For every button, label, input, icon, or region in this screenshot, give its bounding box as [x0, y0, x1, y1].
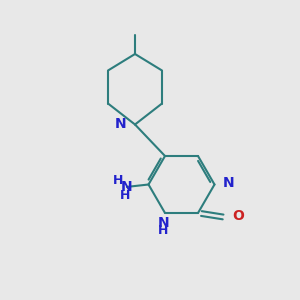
Text: O: O — [232, 209, 244, 223]
Text: N: N — [158, 216, 169, 230]
Text: N: N — [223, 176, 235, 190]
Text: H: H — [158, 224, 169, 238]
Text: N: N — [121, 180, 133, 194]
Text: N: N — [115, 117, 127, 131]
Text: H: H — [113, 174, 124, 187]
Text: H: H — [120, 189, 130, 203]
